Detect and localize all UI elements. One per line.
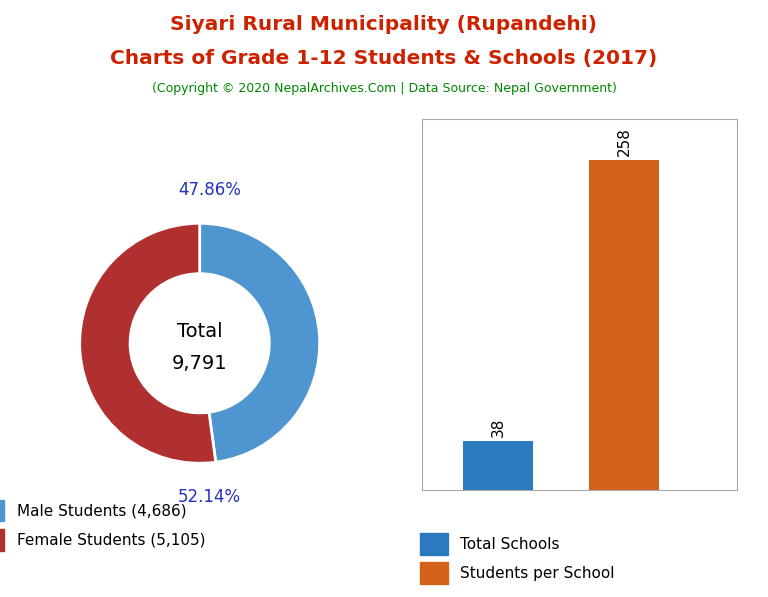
Bar [589, 160, 658, 490]
Text: Siyari Rural Municipality (Rupandehi): Siyari Rural Municipality (Rupandehi) [170, 15, 598, 34]
Text: (Copyright © 2020 NepalArchives.Com | Data Source: Nepal Government): (Copyright © 2020 NepalArchives.Com | Da… [151, 82, 617, 96]
Text: Total: Total [177, 322, 223, 341]
Text: 52.14%: 52.14% [177, 488, 241, 506]
Legend: Total Schools, Students per School: Total Schools, Students per School [414, 527, 621, 590]
Text: 9,791: 9,791 [172, 354, 227, 373]
Text: 47.86%: 47.86% [178, 181, 240, 199]
Text: 258: 258 [617, 128, 631, 156]
Text: Charts of Grade 1-12 Students & Schools (2017): Charts of Grade 1-12 Students & Schools … [111, 49, 657, 68]
Wedge shape [80, 223, 216, 463]
Bar [463, 441, 533, 490]
Legend: Male Students (4,686), Female Students (5,105): Male Students (4,686), Female Students (… [0, 492, 213, 558]
Text: 38: 38 [491, 418, 505, 437]
Wedge shape [200, 223, 319, 462]
